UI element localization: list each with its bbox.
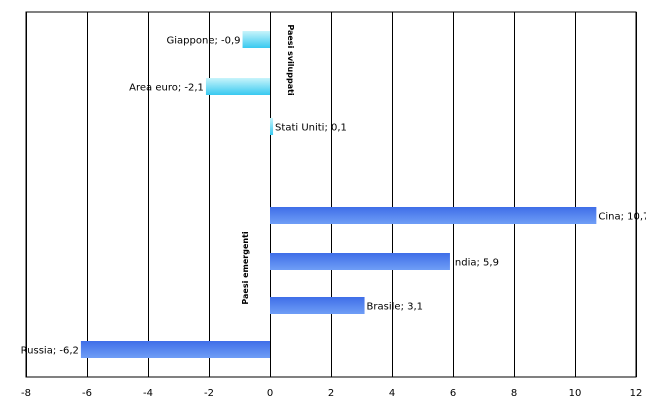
data-label-russia: Russia; -6,2 <box>21 346 79 357</box>
group-label-1: Paesi emergenti <box>241 231 250 305</box>
bar-giappone <box>242 31 270 48</box>
x-tick-label-0: -8 <box>21 388 31 399</box>
x-tick-label-9: 10 <box>569 388 582 399</box>
x-tick-label-5: 2 <box>328 388 334 399</box>
bar-stati-uniti <box>270 118 274 135</box>
x-tick-label-3: -2 <box>204 388 214 399</box>
data-label-india: India; 5,9 <box>452 258 499 269</box>
x-tick-label-4: 0 <box>267 388 273 399</box>
bar-russia <box>80 341 271 358</box>
x-tick-label-1: -6 <box>82 388 92 399</box>
group-label-0: Paesi sviluppati <box>286 24 295 96</box>
x-tick-label-6: 4 <box>389 388 395 399</box>
x-tick-label-7: 6 <box>450 388 456 399</box>
bar-cina <box>270 207 597 224</box>
data-label-stati-uniti: Stati Uniti; 0,1 <box>275 123 347 134</box>
data-label-area-euro: Area euro; -2,1 <box>129 83 204 94</box>
data-label-cina: Cina; 10,7 <box>598 212 646 223</box>
x-tick-label-2: -4 <box>143 388 153 399</box>
x-tick-label-8: 8 <box>511 388 517 399</box>
bar-brasile <box>270 297 365 314</box>
bar-india <box>270 253 450 270</box>
bar-area-euro <box>205 78 270 95</box>
data-label-giappone: Giappone; -0,9 <box>167 36 241 47</box>
data-label-brasile: Brasile; 3,1 <box>367 302 423 313</box>
x-tick-label-10: 12 <box>630 388 643 399</box>
